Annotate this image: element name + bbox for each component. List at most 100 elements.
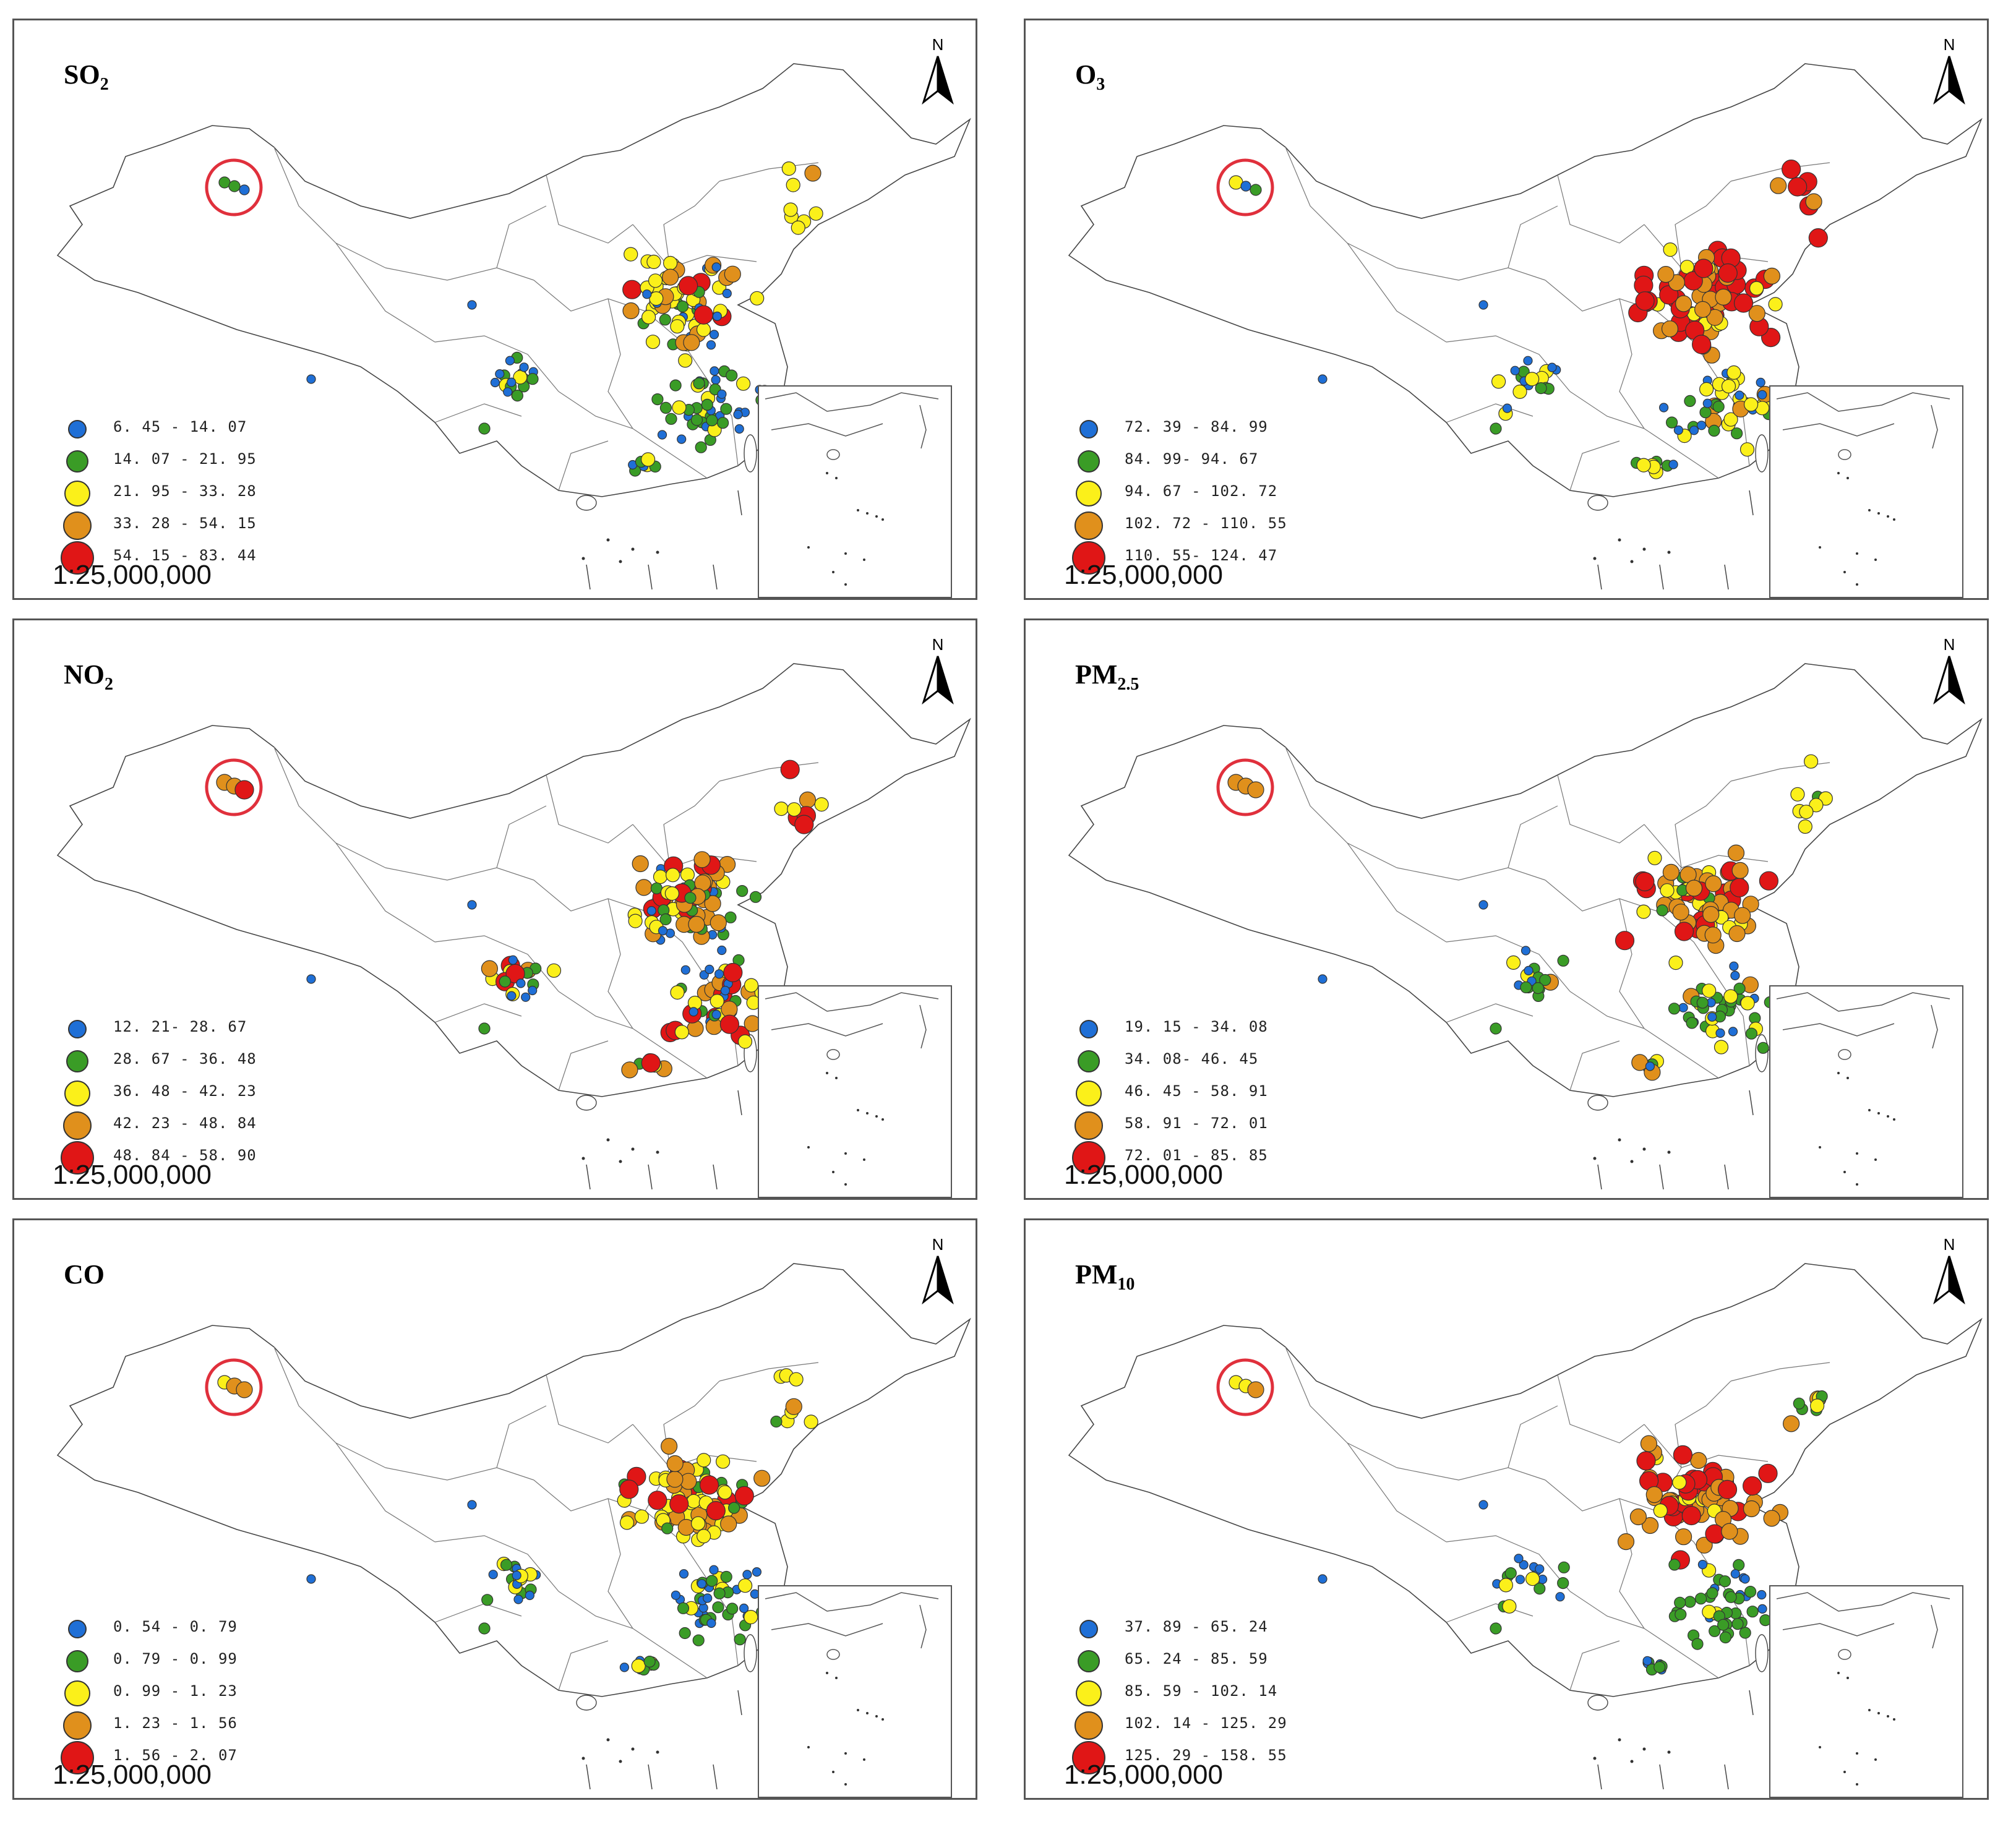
legend-swatch-yellow bbox=[1076, 1080, 1102, 1106]
legend-swatch-red bbox=[61, 1141, 94, 1174]
pollutant-title-main: PM bbox=[1075, 1259, 1118, 1290]
city-marker-red bbox=[1730, 878, 1749, 897]
city-marker-blue bbox=[1521, 946, 1531, 956]
city-marker-yellow bbox=[750, 291, 765, 306]
city-marker-orange bbox=[799, 791, 817, 808]
city-marker-blue bbox=[657, 430, 667, 440]
city-marker-green bbox=[695, 441, 707, 453]
province-boundary bbox=[546, 174, 633, 244]
coast-tick bbox=[713, 564, 718, 590]
city-marker-yellow bbox=[664, 886, 680, 901]
city-marker-blue bbox=[528, 985, 538, 996]
coast-tick bbox=[648, 1164, 653, 1190]
north-label: N bbox=[1944, 35, 1955, 54]
city-marker-blue bbox=[306, 374, 316, 384]
coast-tick bbox=[1597, 564, 1602, 590]
pollutant-title-main: O bbox=[1075, 59, 1097, 90]
legend-label: 0. 54 - 0. 79 bbox=[113, 1618, 238, 1635]
province-boundary bbox=[1396, 267, 1546, 281]
city-marker-red bbox=[1705, 1524, 1725, 1544]
legend-label: 6. 45 - 14. 07 bbox=[113, 418, 247, 435]
city-marker-yellow bbox=[1502, 1599, 1517, 1614]
city-marker-yellow bbox=[641, 310, 656, 325]
city-marker-yellow bbox=[1512, 384, 1527, 400]
map-panel-pm10: PM10 37. 89 - 65. 24 65. 24 - 85. 59 85. 59… bbox=[1024, 1218, 1989, 1800]
north-arrow-icon: N bbox=[922, 635, 954, 705]
province-boundary bbox=[496, 205, 547, 268]
city-marker-green bbox=[1686, 1017, 1698, 1029]
city-marker-red bbox=[780, 759, 800, 779]
city-marker-blue bbox=[722, 288, 732, 299]
pollutant-title: PM10 bbox=[1075, 1259, 1135, 1294]
taiwan-outline bbox=[744, 434, 757, 473]
city-marker-green bbox=[1733, 1559, 1745, 1572]
city-marker-red bbox=[641, 1053, 661, 1073]
scale-label: 1:25,000,000 bbox=[1064, 1160, 1223, 1190]
city-marker-orange bbox=[1662, 863, 1680, 881]
city-marker-orange bbox=[1721, 1523, 1738, 1540]
city-marker-green bbox=[1490, 1622, 1502, 1635]
city-marker-yellow bbox=[1723, 412, 1738, 427]
city-marker-yellow bbox=[670, 319, 685, 334]
legend-label: 94. 67 - 102. 72 bbox=[1125, 482, 1278, 500]
city-marker-orange bbox=[785, 1398, 802, 1415]
xinjiang-highlight-ring bbox=[1216, 158, 1274, 216]
province-boundary bbox=[1446, 1603, 1533, 1623]
city-marker-yellow bbox=[649, 291, 664, 306]
city-marker-green bbox=[692, 1634, 705, 1646]
city-marker-yellow bbox=[804, 1414, 818, 1429]
pollutant-title-main: NO bbox=[64, 659, 105, 690]
island-dot bbox=[1593, 557, 1597, 560]
north-label: N bbox=[1944, 635, 1955, 654]
province-boundary bbox=[1396, 1467, 1546, 1481]
map-panel-no2: NO2 12. 21- 28. 67 28. 67 - 36. 48 36. 48 -… bbox=[12, 618, 977, 1200]
coast-tick bbox=[737, 1690, 742, 1716]
province-boundary bbox=[385, 867, 534, 881]
coast-tick bbox=[737, 490, 742, 516]
province-boundary bbox=[558, 391, 633, 429]
island-dot bbox=[606, 1738, 610, 1742]
city-marker-yellow bbox=[737, 1034, 753, 1049]
city-marker-green bbox=[1684, 1596, 1696, 1608]
province-boundary bbox=[719, 1362, 819, 1382]
city-marker-green bbox=[677, 1602, 690, 1614]
city-marker-red bbox=[1717, 1479, 1738, 1499]
city-marker-green bbox=[1696, 996, 1709, 1009]
south-china-sea-inset bbox=[758, 385, 952, 598]
country-outline bbox=[1068, 63, 1983, 497]
coast-tick bbox=[737, 1090, 742, 1116]
hainan-outline bbox=[576, 495, 597, 511]
city-marker-green bbox=[1490, 422, 1502, 435]
city-marker-orange bbox=[693, 851, 711, 868]
city-marker-green bbox=[1668, 1003, 1681, 1015]
city-marker-blue bbox=[1756, 377, 1765, 388]
legend-label: 102. 72 - 110. 55 bbox=[1125, 515, 1287, 532]
city-marker-orange bbox=[1629, 1508, 1647, 1526]
province-boundary bbox=[1656, 910, 1719, 980]
city-marker-blue bbox=[1519, 1560, 1529, 1570]
city-marker-blue bbox=[706, 1618, 716, 1628]
coast-tick bbox=[1724, 564, 1729, 590]
city-marker-orange bbox=[1728, 925, 1746, 943]
pollutant-title: PM2.5 bbox=[1075, 659, 1139, 695]
city-marker-blue bbox=[1729, 961, 1739, 971]
xinjiang-highlight-ring bbox=[205, 158, 263, 216]
city-marker-blue bbox=[705, 964, 714, 975]
city-marker-red bbox=[1635, 871, 1655, 892]
city-marker-blue bbox=[1555, 1592, 1565, 1602]
province-boundary bbox=[533, 879, 646, 912]
coast-tick bbox=[586, 1164, 591, 1190]
city-marker-yellow bbox=[645, 335, 661, 349]
city-marker-blue bbox=[467, 1500, 477, 1510]
city-marker-orange bbox=[804, 165, 821, 182]
city-marker-green bbox=[1557, 954, 1569, 967]
legend-label: 37. 89 - 65. 24 bbox=[1125, 1618, 1268, 1635]
island-dot bbox=[619, 560, 622, 563]
city-marker-orange bbox=[1715, 288, 1732, 306]
city-marker-green bbox=[1558, 1561, 1570, 1573]
city-marker-yellow bbox=[1768, 297, 1783, 312]
xinjiang-marker-blue bbox=[1240, 181, 1251, 192]
city-marker-yellow bbox=[1702, 983, 1717, 998]
city-marker-green bbox=[511, 389, 524, 402]
province-boundary bbox=[1446, 1535, 1571, 1592]
